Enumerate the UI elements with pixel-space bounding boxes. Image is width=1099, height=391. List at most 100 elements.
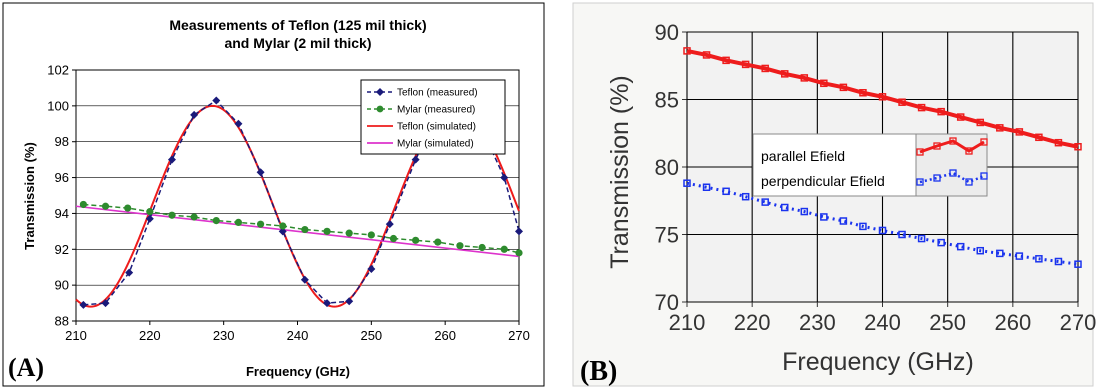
panel-b-legend: parallel Efield perpendicular Efield	[752, 133, 988, 197]
a-point-mylar-measured	[412, 236, 420, 244]
panel-b-label: (B)	[580, 356, 617, 387]
b-point-perpendicular	[917, 234, 926, 243]
a-y-tick-label: 98	[55, 134, 69, 149]
panel-b: 70 75 80 85 90 210 220 230 240 250 260 270 Frequenc…	[572, 2, 1097, 387]
b-point-perpendicular	[683, 179, 691, 187]
panel-b-x-axis-label: Frequency (GHz)	[782, 348, 974, 376]
a-point-mylar-measured	[434, 238, 442, 246]
b-point-parallel	[898, 98, 906, 106]
panel-a-legend: Teflon (measured) Mylar (measured) Teflon …	[360, 79, 506, 155]
a-point-mylar-measured	[234, 218, 243, 226]
b-y-tick-label: 70	[655, 290, 679, 315]
b-point-parallel	[820, 79, 828, 88]
a-x-tick-label: 260	[434, 328, 456, 343]
panel-b-tick-labels: 70 75 80 85 90 210 220 230 240 250 260 270	[655, 20, 1097, 335]
b-legend-label: parallel Efield	[761, 148, 845, 164]
b-point-parallel	[1015, 128, 1024, 136]
b-legend-marker	[965, 147, 973, 155]
b-point-perpendicular	[1074, 260, 1082, 268]
a-y-tick-label: 94	[55, 206, 69, 221]
a-legend-label: Mylar (simulated)	[397, 139, 474, 150]
a-point-mylar-measured	[367, 231, 375, 239]
a-legend-label: Mylar (measured)	[397, 105, 475, 116]
b-point-parallel	[683, 47, 691, 55]
b-point-perpendicular	[761, 198, 769, 206]
b-point-parallel	[937, 107, 945, 116]
a-series-mylar-measured-line	[83, 203, 520, 254]
b-legend-marker	[916, 148, 924, 156]
b-x-tick-label: 240	[864, 310, 901, 335]
panel-a-y-axis-label: Transmission (%)	[22, 142, 37, 250]
b-point-perpendicular	[1035, 255, 1043, 263]
a-y-tick-label: 102	[47, 63, 69, 78]
a-point-teflon-measured	[212, 96, 221, 105]
b-y-tick-label: 85	[655, 88, 679, 113]
b-point-parallel	[1035, 133, 1043, 142]
a-point-teflon-measured	[278, 227, 287, 236]
b-point-perpendicular	[956, 242, 965, 251]
b-point-parallel	[800, 74, 809, 82]
b-point-perpendicular	[996, 249, 1004, 258]
b-point-perpendicular	[937, 238, 945, 247]
a-point-mylar-measured	[389, 234, 398, 243]
a-point-mylar-measured	[515, 249, 523, 257]
b-legend-marker	[965, 178, 973, 186]
a-y-tick-label: 100	[47, 98, 69, 113]
a-point-mylar-measured	[168, 211, 176, 219]
a-point-mylar-measured	[478, 243, 486, 252]
a-point-mylar-measured	[124, 204, 132, 212]
a-legend-label: Teflon (simulated)	[397, 122, 476, 133]
b-legend-label: perpendicular Efield	[761, 173, 885, 189]
a-point-teflon-measured	[256, 168, 265, 177]
a-legend-label: Teflon (measured)	[397, 88, 478, 99]
panel-a-title-line1: Measurements of Teflon (125 mil thick)	[169, 17, 426, 33]
a-point-mylar-measured	[79, 200, 87, 209]
b-legend-marker	[916, 178, 924, 186]
b-legend-marker	[980, 138, 988, 146]
a-x-tick-label: 230	[213, 328, 235, 343]
b-x-tick-label: 230	[799, 310, 836, 335]
b-legend-marker	[933, 142, 941, 150]
b-point-perpendicular	[839, 217, 848, 225]
b-x-tick-label: 220	[734, 310, 771, 335]
b-point-perpendicular	[1015, 252, 1024, 260]
b-legend-marker	[949, 137, 957, 145]
b-series-perpendicular-line	[686, 181, 1079, 266]
b-point-parallel	[1054, 138, 1063, 147]
b-point-perpendicular	[820, 213, 828, 221]
b-legend-swatch-perpendicular	[919, 171, 985, 184]
b-point-parallel	[781, 70, 789, 78]
panel-b-legend-swatch-area	[915, 133, 988, 197]
a-y-tick-label: 92	[55, 242, 69, 257]
b-point-perpendicular	[722, 187, 730, 196]
panel-a-title-line2: and Mylar (2 mil thick)	[224, 35, 371, 51]
b-legend-swatch-parallel	[919, 139, 985, 154]
a-point-teflon-measured	[323, 299, 332, 308]
b-point-perpendicular	[1054, 257, 1063, 266]
b-point-parallel	[1074, 143, 1082, 151]
a-point-mylar-measured	[500, 245, 508, 253]
a-y-tick-label: 88	[55, 314, 69, 329]
a-y-tick-label: 90	[55, 278, 69, 293]
b-point-perpendicular	[781, 203, 789, 212]
b-y-tick-label: 80	[655, 155, 679, 180]
a-point-teflon-measured	[145, 214, 154, 223]
a-legend-marker	[376, 105, 384, 113]
b-x-tick-label: 210	[669, 310, 706, 335]
a-point-mylar-measured	[101, 202, 110, 210]
b-point-perpendicular	[976, 246, 984, 255]
panel-a-label: (A)	[8, 353, 44, 382]
b-y-tick-label: 75	[655, 223, 679, 248]
a-point-teflon-measured	[234, 119, 243, 128]
a-point-teflon-measured	[300, 275, 309, 284]
a-point-mylar-measured	[190, 213, 198, 221]
a-point-mylar-measured	[212, 217, 220, 225]
b-point-parallel	[722, 56, 730, 65]
a-point-teflon-measured	[125, 268, 134, 277]
b-point-parallel	[996, 124, 1004, 132]
panel-b-series	[683, 47, 1082, 268]
a-point-mylar-measured	[301, 225, 309, 234]
a-point-mylar-measured	[256, 220, 265, 228]
